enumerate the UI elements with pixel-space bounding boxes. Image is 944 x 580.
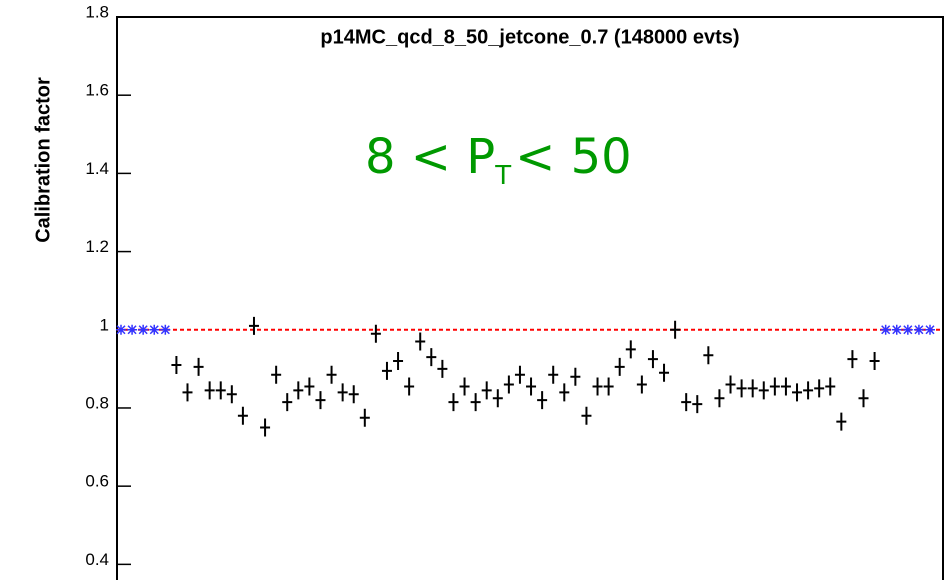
error-cross [714,389,725,408]
error-cross [359,408,370,427]
error-cross [426,348,437,367]
error-cross [537,391,548,410]
y-tick-label: 1.8 [85,2,109,21]
error-cross [647,350,658,369]
star-marker [127,324,138,335]
error-cross [415,332,426,351]
error-cross [304,377,315,396]
plot-frame [116,16,944,580]
error-cross [603,377,614,396]
error-cross [171,355,182,374]
star-marker [160,324,171,335]
error-cross [193,357,204,376]
error-cross [503,375,514,394]
error-cross [581,406,592,425]
y-tick-label: 1.6 [85,81,109,100]
y-tick-label: 0.8 [85,393,109,412]
error-cross [260,418,271,437]
error-cross [769,377,780,396]
error-cross [437,359,448,378]
y-tick-label: 0.6 [85,472,109,491]
error-cross [370,324,381,343]
error-cross [348,385,359,404]
error-cross [625,340,636,359]
error-cross [736,379,747,398]
error-cross [614,357,625,376]
error-cross [758,381,769,400]
error-cross [836,412,847,431]
error-cross [282,393,293,412]
error-cross [226,385,237,404]
star-marker [925,324,935,335]
error-cross [514,365,525,384]
y-tick-label: 0.4 [85,550,109,569]
error-cross [404,377,415,396]
chart-title: p14MC_qcd_8_50_jetcone_0.7 (148000 evts) [320,26,739,48]
error-cross [780,377,791,396]
error-cross [182,383,193,402]
star-marker [891,324,902,335]
error-cross [448,393,459,412]
error-cross [237,406,248,425]
error-cross [814,379,825,398]
error-cross [670,320,681,339]
star-marker [902,324,913,335]
error-cross [215,381,226,400]
error-cross [381,361,392,380]
annotation-text: 8 < P [365,129,495,185]
error-cross [703,346,714,365]
annotation: 8 < PT< 50 [365,129,632,191]
error-cross [459,377,470,396]
error-cross [847,350,858,369]
error-cross [481,381,492,400]
error-cross [293,381,304,400]
error-cross [393,352,404,371]
star-marker [913,324,924,335]
star-marker [116,324,126,335]
error-cross [470,393,481,412]
error-cross [570,367,581,386]
error-cross [337,383,348,402]
error-cross [681,393,692,412]
error-cross [858,389,869,408]
annotation-sub: T [494,161,511,191]
error-cross [492,389,503,408]
error-cross [271,365,282,384]
y-tick-label: 1.2 [85,237,109,256]
error-cross [659,363,670,382]
error-cross [248,316,259,335]
error-cross [326,365,337,384]
error-cross [725,375,736,394]
y-tick-label: 1.4 [85,159,109,178]
error-cross [803,381,814,400]
error-cross [636,375,647,394]
error-cross [869,352,880,371]
error-cross [692,395,703,414]
y-tick-label: 1 [100,315,109,334]
star-marker [880,324,891,335]
error-cross [559,383,570,402]
annotation-after: < 50 [515,129,632,185]
star-marker [149,324,160,335]
error-cross [747,379,758,398]
error-cross [526,377,537,396]
error-cross [204,381,215,400]
error-cross [548,365,559,384]
error-cross [792,383,803,402]
error-cross [315,391,326,410]
error-cross [825,377,836,396]
star-marker [138,324,149,335]
y-axis-label: Calibration factor [32,77,54,243]
error-cross [592,377,603,396]
